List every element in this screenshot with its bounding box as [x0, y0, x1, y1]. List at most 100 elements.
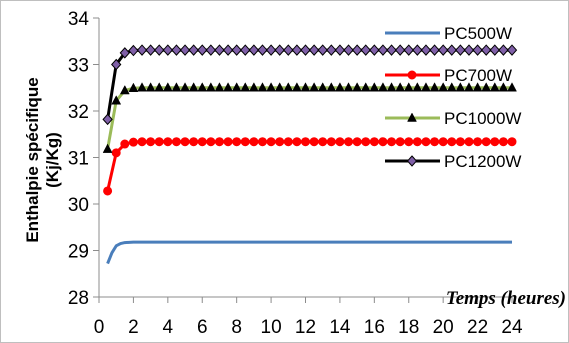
data-point [464, 82, 474, 92]
data-point [145, 44, 156, 56]
legend: PC500W PC700W PC1000W PC1200W [385, 24, 521, 171]
data-point [352, 82, 363, 92]
data-point [446, 82, 457, 92]
data-point [205, 44, 217, 56]
data-point [317, 82, 328, 92]
data-point [145, 82, 156, 92]
data-point [455, 44, 466, 56]
legend-label: PC700W [444, 66, 512, 85]
data-point [387, 137, 397, 147]
x-tick-label: 4 [163, 317, 174, 338]
data-point [412, 82, 423, 92]
data-point [378, 137, 388, 147]
legend-marker [407, 70, 417, 80]
x-tick-label: 0 [94, 317, 105, 338]
data-point [395, 82, 406, 92]
data-point [334, 44, 346, 56]
y-tick-label: 30 [68, 195, 89, 216]
x-tick-label: 6 [197, 317, 208, 338]
data-point [111, 95, 122, 105]
data-point [386, 82, 397, 92]
data-point [249, 137, 259, 147]
data-point [429, 44, 440, 56]
data-point [300, 82, 311, 92]
data-point [317, 44, 328, 56]
data-point [378, 82, 388, 92]
data-point [506, 44, 518, 56]
y-tick-label: 28 [68, 288, 89, 309]
data-point [412, 137, 422, 147]
x-tick-label: 12 [295, 317, 316, 338]
y-tick-label: 32 [68, 102, 89, 123]
series-PC700W [103, 137, 517, 196]
data-point [232, 137, 242, 147]
data-point [283, 137, 293, 147]
data-point [455, 82, 466, 92]
data-point [308, 44, 320, 56]
y-tick-label: 31 [68, 149, 89, 170]
data-point [481, 137, 491, 147]
data-point [128, 82, 139, 92]
data-point [437, 44, 449, 56]
data-point [103, 186, 113, 196]
data-point [481, 44, 492, 56]
legend-item-PC500W: PC500W [385, 24, 512, 43]
data-point [119, 85, 130, 95]
x-tick-label: 16 [364, 317, 385, 338]
x-axis-label: Temps (heures) [446, 288, 566, 309]
data-point [300, 44, 311, 56]
data-point [352, 137, 362, 147]
series-layer [102, 44, 518, 265]
data-point [420, 44, 432, 56]
data-point [403, 44, 414, 56]
data-point [318, 137, 328, 147]
data-point [421, 82, 431, 92]
data-point [344, 137, 354, 147]
data-point [394, 44, 406, 56]
data-point [248, 82, 259, 92]
data-point [265, 44, 277, 56]
series-PC1000W [102, 82, 517, 153]
data-point [472, 82, 483, 92]
y-tick-label: 34 [68, 9, 90, 30]
data-point [292, 137, 302, 147]
data-point [360, 44, 371, 56]
data-point [266, 82, 276, 92]
data-point [283, 44, 294, 56]
data-point [438, 137, 448, 147]
data-point [154, 137, 164, 147]
data-point [248, 44, 260, 56]
data-point [283, 82, 294, 92]
data-point [274, 82, 285, 92]
data-point [154, 82, 165, 92]
data-point [412, 44, 423, 56]
data-point [309, 82, 320, 92]
data-point [274, 44, 285, 56]
data-point [386, 44, 397, 56]
legend-label: PC1200W [444, 152, 521, 171]
data-point [369, 44, 380, 56]
data-point [206, 137, 216, 147]
y-axis-label-line2: (Kj/Kg) [43, 132, 62, 188]
data-point [404, 137, 414, 147]
data-point [128, 44, 139, 57]
data-point [257, 137, 267, 147]
data-point [335, 137, 345, 147]
data-point [197, 82, 208, 92]
y-axis-label: Enthalpie spécifique (Kj/Kg) [23, 77, 62, 242]
series-PC1200W [102, 44, 518, 126]
legend-item-PC1000W: PC1000W [385, 109, 521, 128]
data-point [197, 137, 207, 147]
data-point [463, 44, 475, 56]
data-point [240, 82, 251, 92]
legend-item-PC700W: PC700W [385, 66, 512, 85]
data-point [257, 44, 268, 56]
series-line [106, 240, 512, 265]
y-axis-label-line1: Enthalpie spécifique [23, 77, 42, 242]
data-point [498, 44, 509, 56]
data-point [257, 82, 268, 92]
data-point [119, 47, 130, 59]
data-point [291, 82, 302, 92]
data-point [223, 82, 233, 92]
